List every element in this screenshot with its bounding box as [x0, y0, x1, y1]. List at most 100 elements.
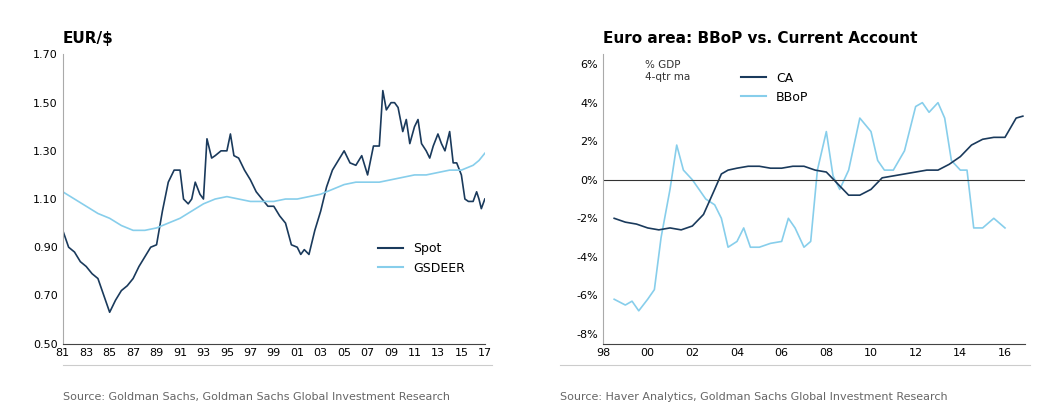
CA	[965, 142, 978, 147]
GSDEER	[151, 225, 163, 230]
GSDEER	[209, 197, 222, 202]
GSDEER	[115, 223, 128, 228]
CA	[722, 168, 734, 173]
GSDEER	[56, 189, 69, 194]
BBoP	[938, 116, 951, 121]
BBoP	[954, 168, 967, 173]
Line: Spot: Spot	[63, 91, 485, 312]
BBoP	[619, 303, 632, 308]
BBoP	[744, 245, 756, 250]
CA	[708, 187, 721, 192]
CA	[698, 212, 710, 217]
CA	[765, 166, 777, 171]
BBoP	[641, 297, 654, 302]
GSDEER	[455, 168, 468, 173]
BBoP	[789, 225, 801, 230]
GSDEER	[444, 168, 456, 173]
CA	[631, 222, 643, 227]
BBoP	[626, 299, 638, 304]
CA	[675, 228, 687, 233]
CA	[954, 154, 967, 159]
CA	[942, 162, 955, 167]
BBoP	[686, 177, 699, 182]
Text: Source: Goldman Sachs, Goldman Sachs Global Investment Research: Source: Goldman Sachs, Goldman Sachs Glo…	[63, 392, 450, 402]
GSDEER	[479, 151, 492, 156]
GSDEER	[291, 197, 303, 202]
GSDEER	[127, 228, 139, 233]
BBoP	[798, 245, 811, 250]
BBoP	[753, 245, 766, 250]
BBoP	[715, 216, 728, 221]
Line: BBoP: BBoP	[614, 103, 1005, 311]
CA	[641, 225, 654, 230]
CA	[865, 187, 878, 192]
GSDEER	[315, 191, 327, 197]
GSDEER	[138, 228, 151, 233]
Text: EUR/$: EUR/$	[63, 31, 114, 47]
BBoP	[633, 308, 645, 313]
CA	[832, 181, 844, 186]
Text: Euro area: BBoP vs. Current Account: Euro area: BBoP vs. Current Account	[602, 31, 917, 47]
BBoP	[700, 197, 712, 202]
CA	[731, 166, 744, 171]
Line: CA: CA	[614, 116, 1023, 230]
GSDEER	[92, 211, 105, 216]
GSDEER	[432, 170, 445, 175]
BBoP	[834, 187, 846, 192]
CA	[787, 164, 799, 169]
BBoP	[782, 216, 795, 221]
CA	[820, 170, 833, 175]
BBoP	[987, 216, 1000, 221]
GSDEER	[198, 201, 210, 206]
BBoP	[811, 168, 823, 173]
BBoP	[655, 235, 667, 240]
GSDEER	[326, 187, 339, 192]
Spot	[68, 249, 81, 254]
CA	[1017, 114, 1029, 119]
BBoP	[608, 297, 620, 302]
Spot	[415, 141, 428, 146]
BBoP	[842, 168, 855, 173]
Text: Source: Haver Analytics, Goldman Sachs Global Investment Research: Source: Haver Analytics, Goldman Sachs G…	[560, 392, 948, 402]
BBoP	[923, 110, 935, 115]
GSDEER	[302, 194, 315, 199]
BBoP	[999, 225, 1011, 230]
GSDEER	[361, 180, 373, 185]
BBoP	[708, 202, 721, 207]
GSDEER	[174, 216, 186, 221]
GSDEER	[268, 199, 280, 204]
CA	[932, 168, 945, 173]
GSDEER	[104, 216, 116, 221]
CA	[887, 173, 900, 178]
CA	[909, 170, 922, 175]
BBoP	[887, 168, 900, 173]
BBoP	[664, 187, 677, 192]
CA	[999, 135, 1011, 140]
GSDEER	[338, 182, 350, 187]
GSDEER	[244, 199, 256, 204]
BBoP	[804, 239, 817, 244]
GSDEER	[419, 173, 432, 178]
BBoP	[649, 287, 661, 292]
Spot	[332, 158, 344, 163]
GSDEER	[408, 173, 420, 178]
BBoP	[775, 239, 788, 244]
BBoP	[932, 100, 945, 105]
CA	[798, 164, 811, 169]
GSDEER	[279, 197, 292, 202]
CA	[976, 137, 988, 142]
GSDEER	[373, 180, 386, 185]
BBoP	[871, 158, 884, 163]
Legend: CA, BBoP: CA, BBoP	[736, 67, 813, 109]
GSDEER	[185, 209, 198, 214]
BBoP	[854, 116, 866, 121]
CA	[686, 223, 699, 228]
Spot	[104, 310, 116, 315]
CA	[608, 216, 620, 221]
CA	[775, 166, 788, 171]
GSDEER	[473, 158, 485, 163]
CA	[842, 193, 855, 198]
Spot	[377, 88, 389, 93]
BBoP	[946, 158, 958, 163]
BBoP	[865, 129, 878, 134]
